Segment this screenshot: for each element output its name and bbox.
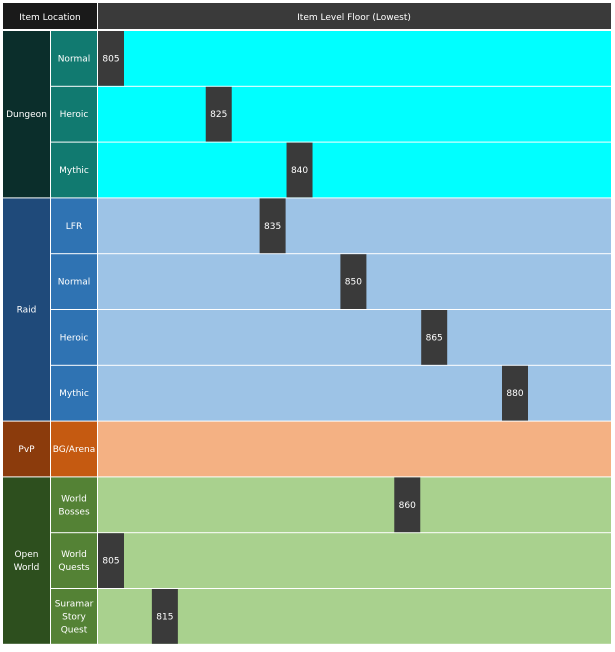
sub-cell <box>51 310 97 365</box>
group-label-world: Open World <box>14 550 40 573</box>
row-band <box>98 86 611 142</box>
row-band <box>98 477 611 533</box>
group-label-dungeon: Dungeon <box>6 110 47 120</box>
sub-cell <box>51 533 97 588</box>
value-marker <box>151 589 178 644</box>
header-right-label: Item Level Floor (Lowest) <box>297 13 411 23</box>
group-cell-pvp <box>3 421 50 477</box>
value-marker <box>205 86 232 142</box>
row-band <box>98 589 611 644</box>
sub-cell <box>51 421 97 477</box>
value-marker <box>98 533 124 588</box>
row-band <box>98 310 611 365</box>
header-left-label: Item Location <box>19 13 80 23</box>
value-marker <box>286 142 313 198</box>
sub-cell <box>51 86 97 142</box>
sub-label: Heroic <box>60 110 89 120</box>
sub-cell <box>51 254 97 309</box>
sub-cell <box>51 477 97 533</box>
value-marker <box>259 198 286 254</box>
sub-cell <box>51 31 97 86</box>
sub-cell <box>51 365 97 421</box>
group-cell-raid <box>3 198 50 421</box>
sub-label: Heroic <box>60 333 89 343</box>
row-band <box>98 198 611 254</box>
row-band <box>98 142 611 198</box>
sub-label: Mythic <box>59 389 89 399</box>
value-label: 825 <box>210 110 227 120</box>
group-cell-dungeon <box>3 31 50 198</box>
value-label: 805 <box>102 54 119 64</box>
value-label: 835 <box>264 222 281 232</box>
group-cell-world <box>3 477 50 644</box>
value-label: 860 <box>399 501 416 511</box>
value-marker <box>421 310 448 365</box>
sub-label: BG/Arena <box>53 445 95 455</box>
header-right-bg <box>98 3 611 29</box>
value-marker <box>340 254 367 309</box>
value-marker <box>98 31 124 86</box>
sub-cell <box>51 142 97 198</box>
sub-label: Mythic <box>59 166 89 176</box>
sub-cell <box>51 589 97 644</box>
sub-cell <box>51 198 97 254</box>
sub-label: LFR <box>66 222 82 232</box>
value-marker <box>394 477 421 533</box>
row-band <box>98 533 611 588</box>
group-label-raid: Raid <box>17 306 37 316</box>
sub-label: Normal <box>58 278 91 288</box>
sub-label: Normal <box>58 54 91 64</box>
row-band <box>98 31 611 86</box>
row-band <box>98 365 611 421</box>
value-label: 815 <box>156 612 173 622</box>
value-label: 850 <box>345 278 362 288</box>
sub-label: World Quests <box>58 550 90 573</box>
sub-label: Suramar Story Quest <box>55 599 94 635</box>
value-label: 865 <box>426 333 443 343</box>
chart-rows: Dungeon Normal 805 Heroic 825 Mythic 840 Raid LF… <box>3 31 611 644</box>
sub-label: World Bosses <box>58 494 90 517</box>
value-label: 880 <box>506 389 523 399</box>
value-marker <box>502 365 528 421</box>
group-label-pvp: PvP <box>18 445 35 455</box>
row-band <box>98 421 611 477</box>
header-left-bg <box>3 3 97 29</box>
value-label: 805 <box>102 557 119 567</box>
value-label: 840 <box>291 166 308 176</box>
